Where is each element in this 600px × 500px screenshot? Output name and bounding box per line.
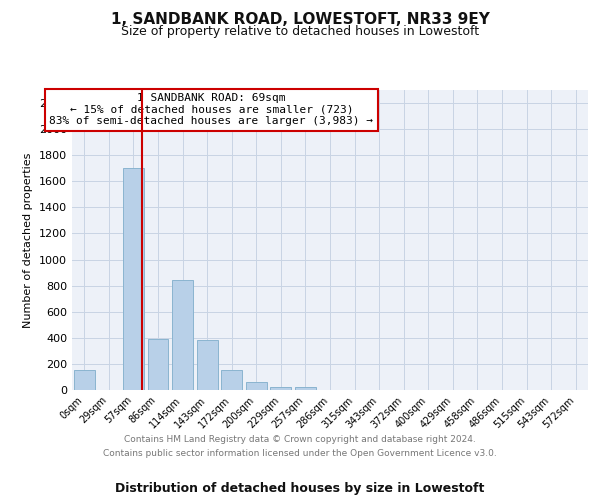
Bar (246, 382, 267, 390)
Text: 1 SANDBANK ROAD: 69sqm
← 15% of detached houses are smaller (723)
83% of semi-de: 1 SANDBANK ROAD: 69sqm ← 15% of detached… (49, 93, 373, 126)
Text: Distribution of detached houses by size in Lowestoft: Distribution of detached houses by size … (115, 482, 485, 495)
Bar (197, 340, 218, 390)
Bar (74, 370, 95, 390)
Bar (271, 386, 292, 390)
Bar (295, 388, 316, 390)
Bar (123, 168, 144, 390)
Y-axis label: Number of detached properties: Number of detached properties (23, 152, 34, 328)
Bar (172, 280, 193, 390)
Bar (148, 339, 169, 390)
Text: Contains HM Land Registry data © Crown copyright and database right 2024.
Contai: Contains HM Land Registry data © Crown c… (103, 436, 497, 458)
Text: Size of property relative to detached houses in Lowestoft: Size of property relative to detached ho… (121, 25, 479, 38)
Text: 1, SANDBANK ROAD, LOWESTOFT, NR33 9EY: 1, SANDBANK ROAD, LOWESTOFT, NR33 9EY (110, 12, 490, 28)
Bar (221, 370, 242, 390)
